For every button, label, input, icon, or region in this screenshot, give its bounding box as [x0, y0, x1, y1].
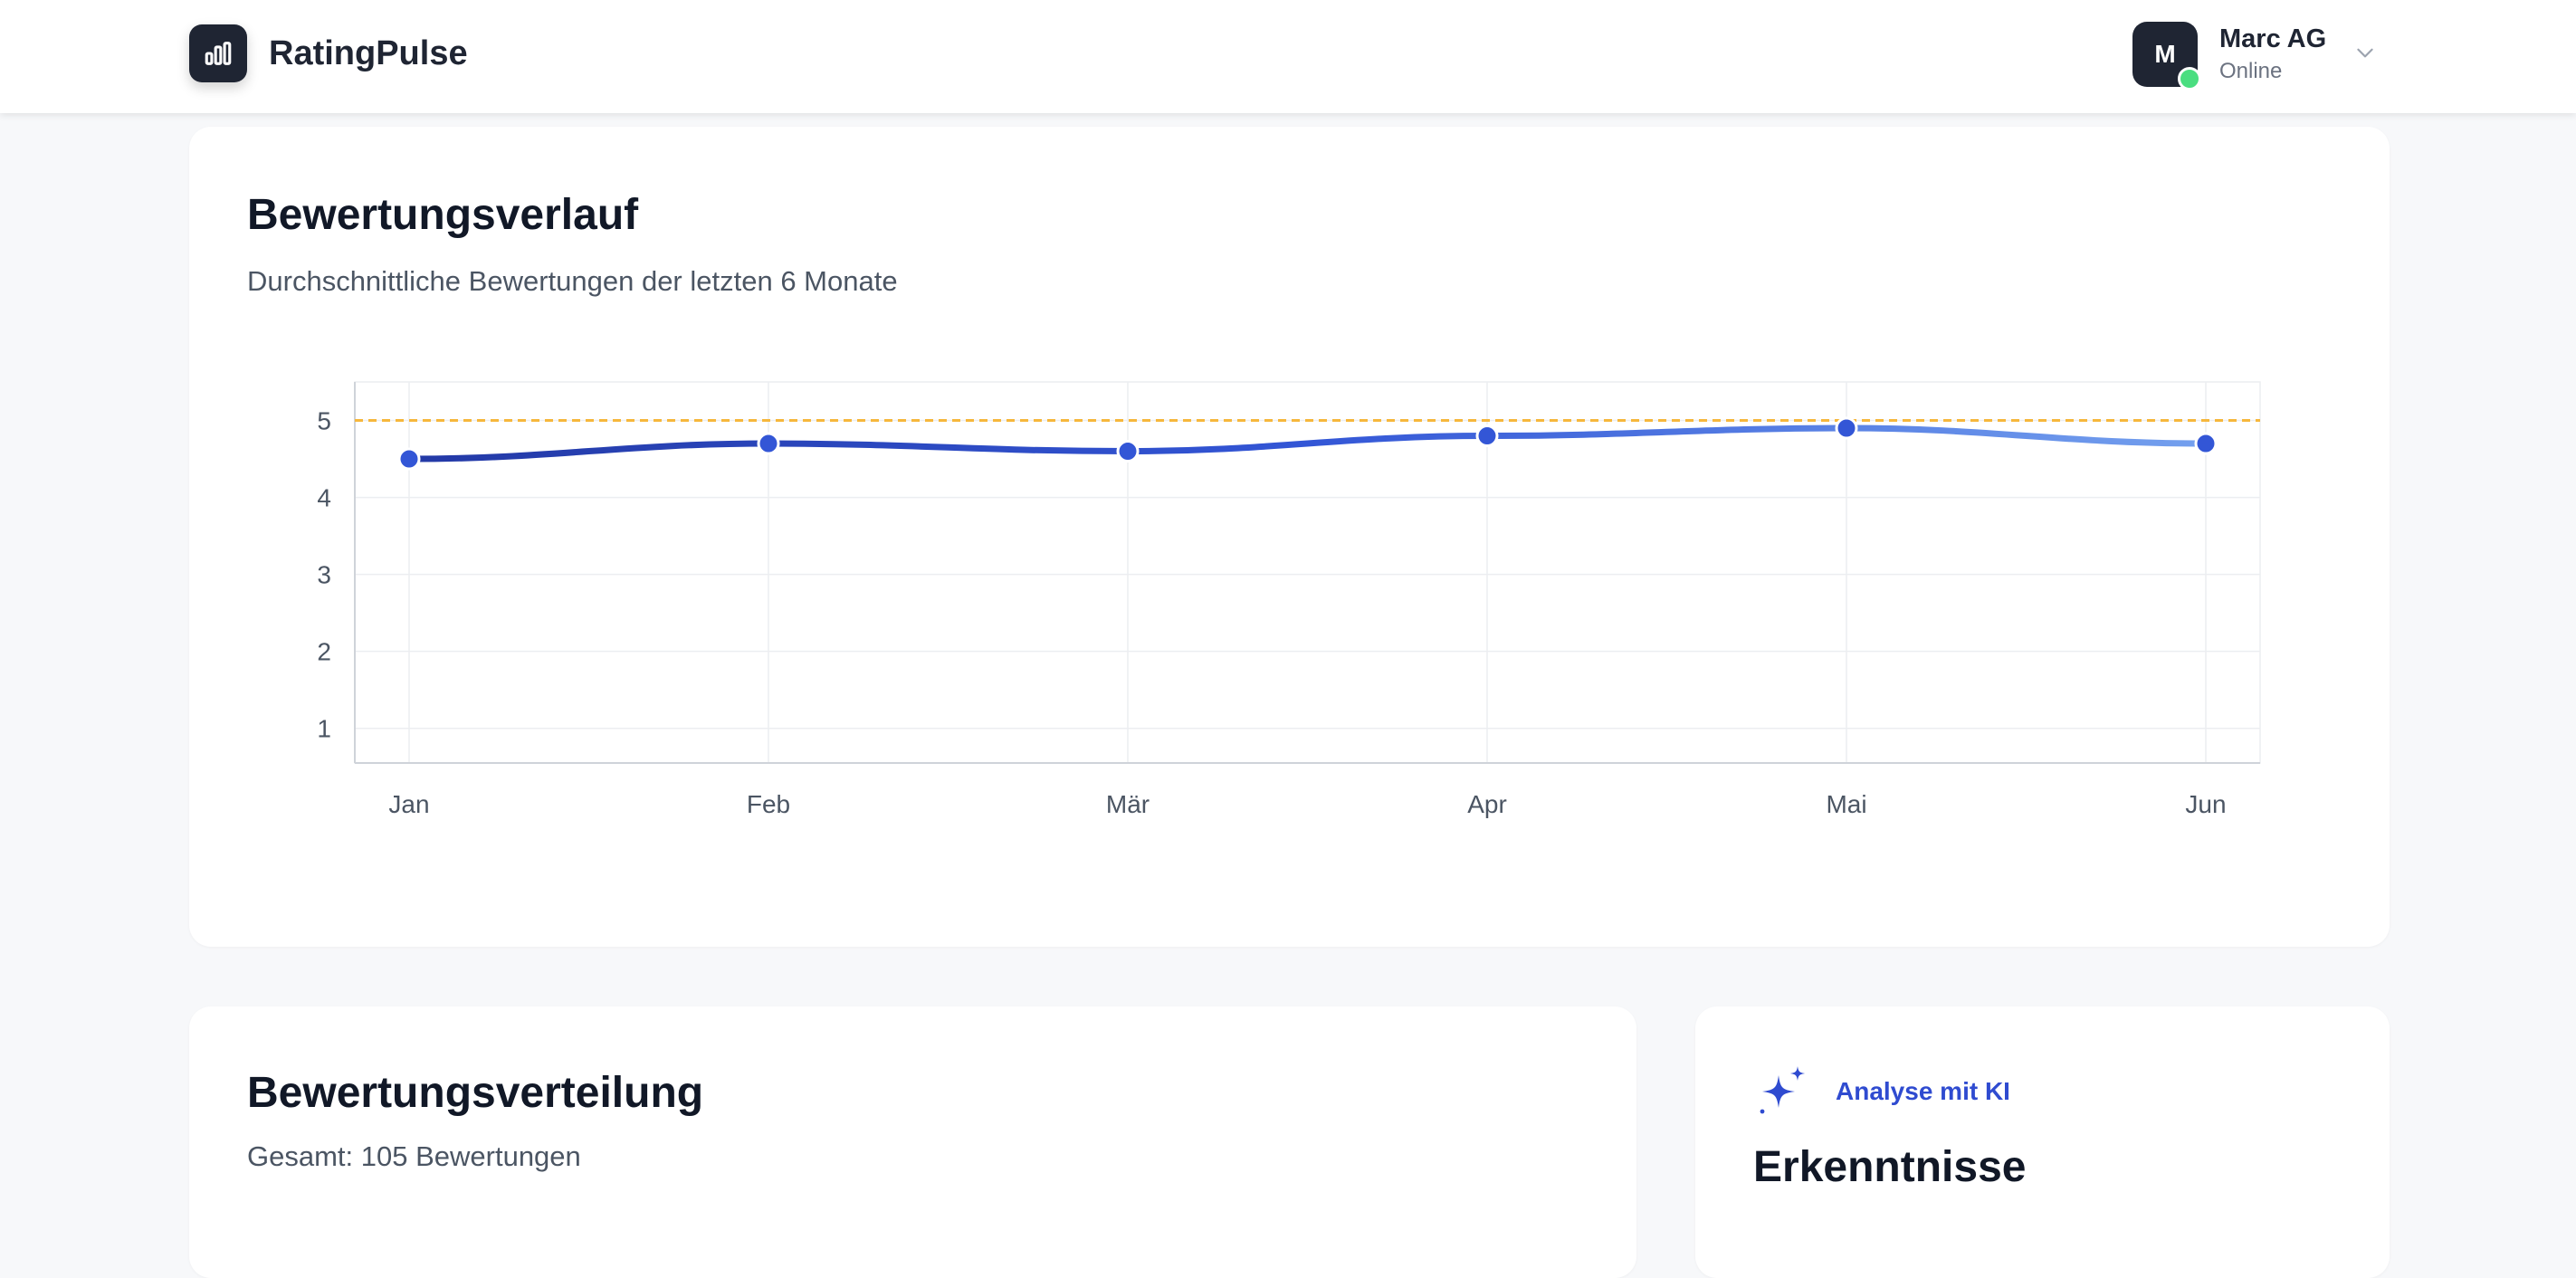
ai-analysis-label: Analyse mit KI: [1836, 1077, 2010, 1105]
y-tick-label: 2: [317, 638, 331, 666]
card-title: Bewertungsverlauf: [247, 191, 639, 239]
rating-line-chart: 1 2 3 4 5 Jan Feb Mär Apr Mai Jun: [317, 381, 2261, 818]
avatar: M: [2132, 22, 2201, 91]
chevron-down-icon[interactable]: [2353, 41, 2377, 64]
data-point-Feb[interactable]: [757, 432, 780, 455]
x-tick-label: Jan: [388, 790, 429, 818]
data-point-Jan[interactable]: [397, 447, 421, 471]
rating-trend-card: Bewertungsverlauf Durchschnittliche Bewe…: [189, 127, 2390, 947]
data-point-Mai[interactable]: [1835, 416, 1858, 440]
user-name: Marc AG: [2219, 24, 2327, 53]
x-tick-label: Mai: [1826, 790, 1866, 818]
y-tick-label: 5: [317, 407, 331, 435]
data-point-Apr[interactable]: [1475, 424, 1499, 448]
card-title: Erkenntnisse: [1753, 1143, 2027, 1191]
y-tick-label: 4: [317, 484, 331, 512]
user-menu[interactable]: M Marc AG Online: [2132, 22, 2377, 91]
bar-chart-icon: [189, 24, 247, 82]
x-tick-label: Feb: [747, 790, 790, 818]
data-point-Mär[interactable]: [1116, 440, 1140, 463]
ai-insights-card: Analyse mit KI Erkenntnisse: [1695, 1006, 2390, 1278]
top-navigation: RatingPulse M Marc AG Online: [0, 0, 2576, 113]
series-line: [405, 424, 2209, 463]
card-subtitle: Durchschnittliche Bewertungen der letzte…: [247, 265, 898, 297]
online-status-dot: [2178, 67, 2201, 91]
y-tick-label: 1: [317, 715, 331, 743]
card-subtitle: Gesamt: 105 Bewertungen: [247, 1140, 581, 1172]
brand-name: RatingPulse: [269, 33, 468, 72]
rating-distribution-card: Bewertungsverteilung Gesamt: 105 Bewertu…: [189, 1006, 1636, 1278]
brand[interactable]: RatingPulse: [189, 24, 468, 82]
x-tick-label: Mär: [1106, 790, 1150, 818]
user-status: Online: [2219, 59, 2283, 83]
x-tick-label: Jun: [2185, 790, 2226, 818]
sparkles-icon: [1760, 1066, 1805, 1114]
card-title: Bewertungsverteilung: [247, 1069, 704, 1117]
y-tick-label: 3: [317, 561, 331, 589]
data-point-Jun[interactable]: [2194, 432, 2218, 455]
plot-area: [354, 381, 2261, 764]
avatar-initial: M: [2154, 40, 2176, 68]
x-tick-label: Apr: [1467, 790, 1507, 818]
